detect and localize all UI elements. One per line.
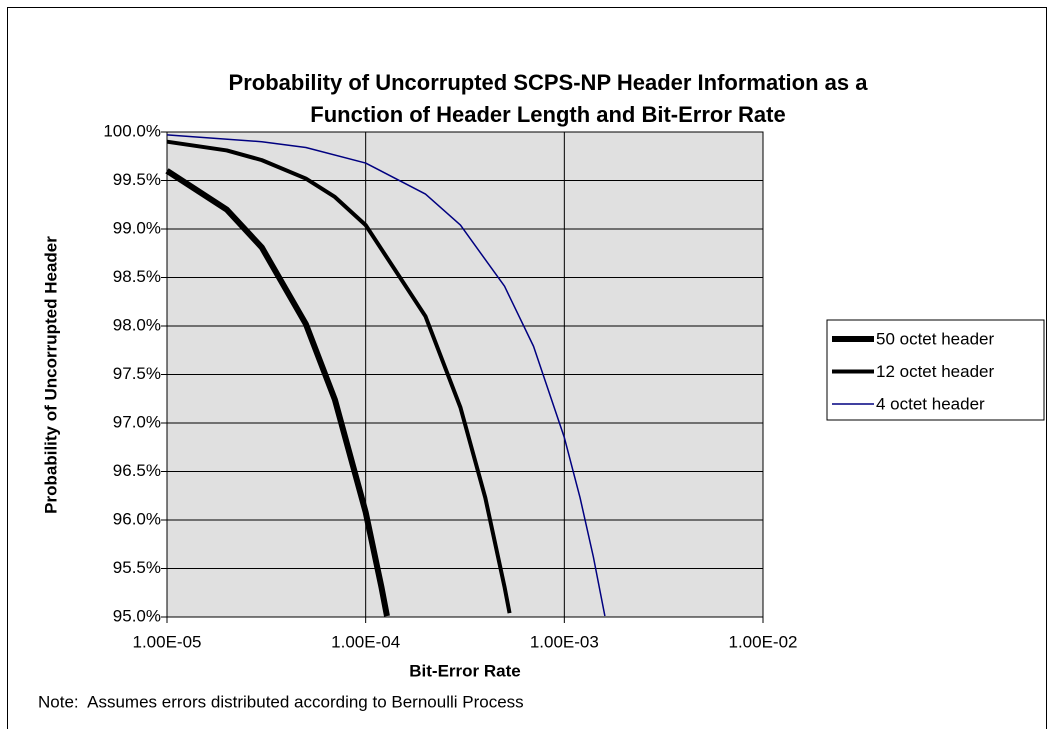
x-tick-label: 1.00E-05 (133, 632, 202, 651)
y-tick-label: 96.0% (113, 509, 161, 528)
y-tick-label: 98.0% (113, 315, 161, 334)
x-tick-label: 1.00E-03 (530, 632, 599, 651)
chart-frame (7, 7, 1047, 729)
series-line (166, 139, 512, 614)
y-tick-label: 95.0% (113, 606, 161, 625)
plot-border (166, 131, 764, 618)
note: Note: Assumes errors distributed accordi… (38, 692, 524, 711)
legend-label: 50 octet header (876, 329, 994, 348)
y-tick-label: 100.0% (103, 121, 161, 140)
series-line (166, 134, 606, 617)
y-tick-label: 98.5% (113, 267, 161, 286)
y-tick-label: 99.0% (113, 218, 161, 237)
y-tick-label: 99.5% (113, 170, 161, 189)
y-tick-label: 95.5% (113, 558, 161, 577)
series-line (165, 168, 390, 617)
x-tick-label: 1.00E-02 (729, 632, 798, 651)
legend-label: 12 octet header (876, 362, 994, 381)
y-axis-title: Probability of Uncorrupted Header (41, 236, 60, 514)
y-tick-label: 97.0% (113, 412, 161, 431)
x-axis-title: Bit-Error Rate (409, 661, 520, 680)
chart-title: Probability of Uncorrupted SCPS-NP Heade… (229, 70, 869, 95)
chart-title: Function of Header Length and Bit-Error … (310, 102, 785, 127)
legend-label: 4 octet header (876, 394, 985, 413)
y-tick-label: 96.5% (113, 461, 161, 480)
y-tick-label: 97.5% (113, 364, 161, 383)
x-tick-label: 1.00E-04 (331, 632, 400, 651)
